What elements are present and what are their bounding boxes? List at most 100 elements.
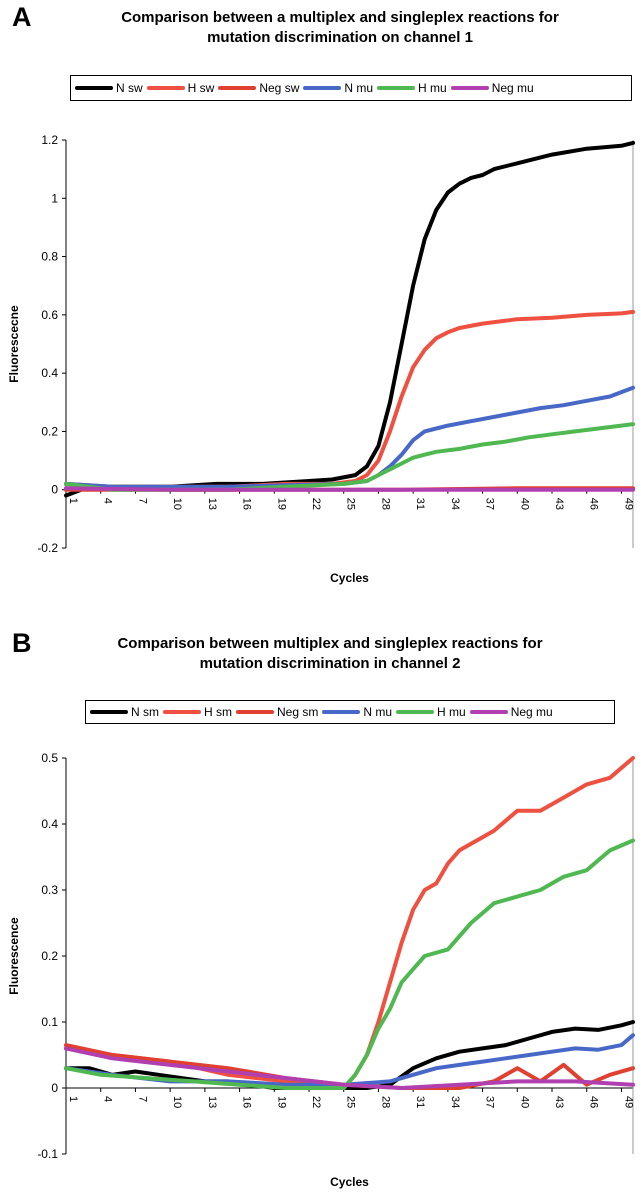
y-tick-label: 0.6	[41, 308, 58, 322]
x-tick-label: 49	[622, 1096, 634, 1108]
legend-label: N mu	[363, 705, 393, 719]
legend-item: N mu	[322, 705, 392, 719]
chart-panel-a: A Comparison between a multiplex and sin…	[7, 2, 635, 585]
series-line	[64, 1043, 635, 1090]
series-line	[64, 1046, 635, 1090]
x-tick-label: 46	[588, 1096, 600, 1108]
legend-label: H mu	[418, 81, 447, 95]
x-tick-label: 7	[136, 1096, 148, 1102]
x-tick-label: 1	[67, 498, 79, 504]
legend-swatch	[163, 710, 201, 714]
x-axis-title: Cycles	[330, 571, 369, 585]
chart-plot: -0.1 0 0.1 0.2 0.3 0.4 0.5 1 4 7 10 13 16 19 22 25 28 31 3…	[7, 751, 635, 1189]
series-line	[64, 140, 635, 498]
legend-item: N sm	[90, 705, 159, 719]
x-tick-label: 28	[379, 498, 391, 510]
chart-plot: -0.2 0 0.2 0.4 0.6 0.8 1 1.2 1 4 7 10 13 16 19 22 25 28 31…	[7, 133, 635, 585]
x-tick-label: 28	[379, 1096, 391, 1108]
legend-label: Neg mu	[491, 81, 534, 95]
chart-title-line: Comparison between multiplex and singlep…	[117, 635, 543, 652]
x-tick-label: 37	[484, 1096, 496, 1108]
series-line	[64, 309, 635, 489]
chart-title-line: mutation discrimination on channel 1	[207, 29, 473, 46]
legend-swatch	[469, 710, 508, 714]
y-tick-label: 0.8	[41, 250, 58, 264]
legend-item: H mu	[396, 705, 466, 719]
x-axis-title: Cycles	[330, 1175, 369, 1189]
y-tick-label: 0.1	[41, 1015, 58, 1029]
x-tick-label: 4	[102, 498, 114, 504]
legend-swatch	[75, 86, 113, 90]
x-tick-label: 46	[588, 498, 600, 510]
x-tick-label: 19	[275, 498, 287, 510]
chart-title-line: Comparison between a multiplex and singl…	[121, 9, 559, 26]
x-tick-label: 22	[310, 498, 322, 510]
x-tick-label: 19	[275, 1096, 287, 1108]
legend-item: H sw	[146, 81, 215, 95]
x-tick-label: 16	[241, 1096, 253, 1108]
x-tick-label: 13	[206, 498, 218, 510]
y-tick-label: 0.2	[41, 424, 58, 438]
legend-label: N sw	[116, 81, 143, 95]
legend-label: H sw	[187, 81, 215, 95]
x-tick-label: 25	[345, 498, 357, 510]
x-tick-label: 49	[622, 498, 634, 510]
legend-swatch	[90, 710, 128, 714]
x-tick-label: 1	[67, 1096, 79, 1102]
y-tick-label: 0.4	[41, 817, 58, 831]
x-tick-label: 31	[414, 1096, 426, 1108]
y-tick-label: 0.4	[41, 366, 58, 380]
legend-item: H mu	[377, 81, 447, 95]
x-tick-label: 34	[449, 1096, 461, 1108]
legend-item: Neg sw	[218, 81, 299, 95]
y-tick-label: 0.2	[41, 949, 58, 963]
chart-legend: N sm H sm Neg sm N mu H mu Neg mu	[85, 700, 615, 724]
y-axis-title: Fluorescecne	[7, 305, 21, 383]
x-tick-label: 40	[518, 498, 530, 510]
x-tick-label: 22	[310, 1096, 322, 1108]
y-tick-label: 0.3	[41, 883, 58, 897]
series-line	[64, 385, 635, 489]
panel-letter: B	[12, 628, 32, 658]
legend-label: N sm	[131, 705, 159, 719]
x-tick-label: 7	[136, 498, 148, 504]
legend-swatch	[322, 710, 361, 714]
legend-swatch	[377, 86, 416, 90]
y-tick-label: 1.2	[41, 133, 58, 147]
legend-item: H sm	[163, 705, 232, 719]
x-tick-label: 13	[206, 1096, 218, 1108]
legend-label: H sm	[204, 705, 232, 719]
panel-letter: A	[12, 2, 32, 32]
x-tick-label: 43	[553, 1096, 565, 1108]
y-tick-label: -0.2	[37, 541, 58, 555]
x-tick-label: 16	[241, 498, 253, 510]
y-tick-label: -0.1	[37, 1147, 58, 1161]
chart-panel-b: B Comparison between multiplex and singl…	[0, 626, 640, 1196]
legend-label: Neg sw	[259, 81, 300, 95]
legend-label: H mu	[437, 705, 466, 719]
x-tick-label: 40	[518, 1096, 530, 1108]
legend-swatch	[396, 710, 435, 714]
legend-swatch	[450, 86, 489, 90]
chart-title: Comparison between a multiplex and singl…	[60, 8, 620, 48]
legend-item: N sw	[75, 81, 143, 95]
legend-label: Neg sm	[277, 705, 319, 719]
y-tick-label: 1	[51, 191, 58, 205]
legend-swatch	[218, 86, 257, 90]
chart-title: Comparison between multiplex and singlep…	[50, 634, 610, 674]
series-line	[64, 486, 635, 492]
series-line	[64, 1020, 635, 1090]
series-line	[64, 838, 635, 1090]
x-tick-label: 25	[345, 1096, 357, 1108]
series-line	[64, 756, 635, 1090]
legend-swatch	[303, 86, 342, 90]
x-tick-label: 37	[484, 498, 496, 510]
x-tick-label: 10	[171, 498, 183, 510]
y-tick-label: 0.5	[41, 751, 58, 765]
x-tick-label: 31	[414, 498, 426, 510]
legend-label: N mu	[344, 81, 374, 95]
x-tick-label: 43	[553, 498, 565, 510]
y-tick-label: 0	[51, 1081, 58, 1095]
y-axis-title: Fluorescence	[7, 917, 21, 995]
legend-item: Neg mu	[469, 705, 553, 719]
